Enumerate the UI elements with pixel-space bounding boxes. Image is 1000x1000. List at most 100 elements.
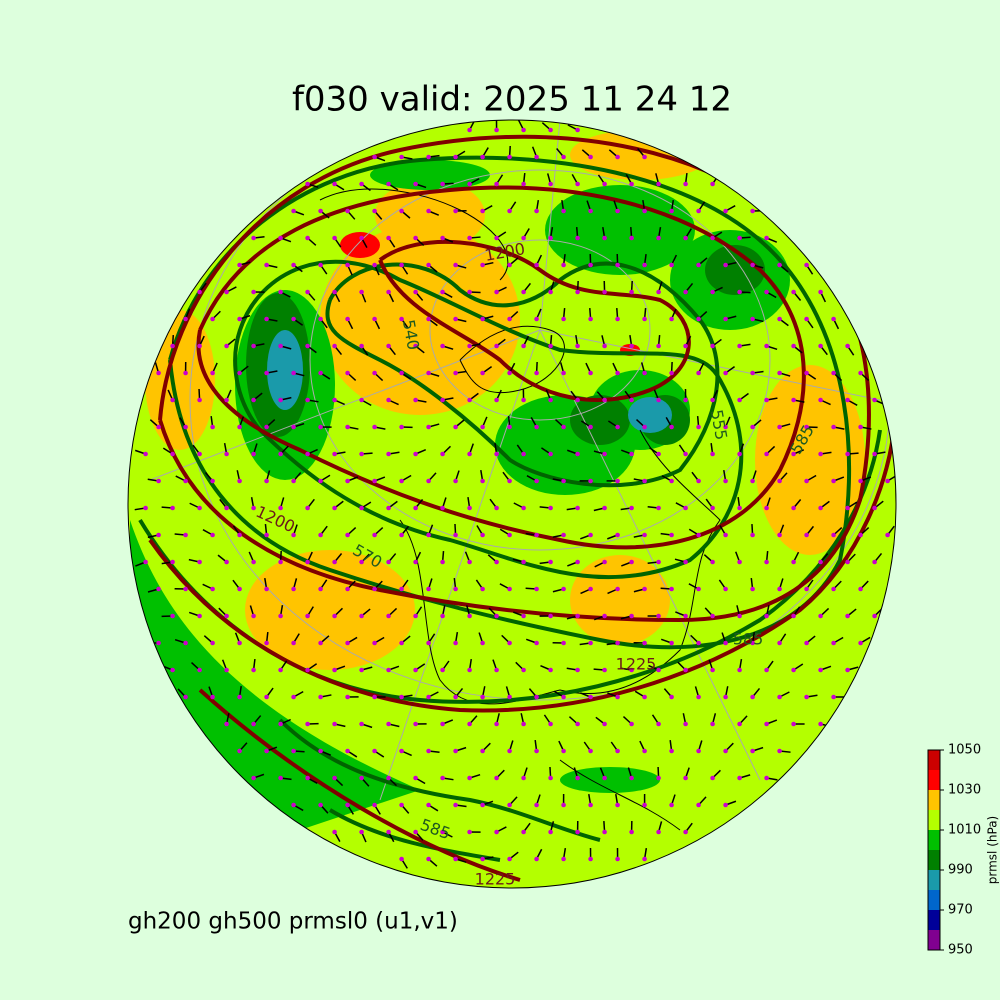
- colorbar-tick-label: 1010: [948, 823, 981, 838]
- wind-dot: [588, 802, 593, 808]
- wind-dot: [588, 208, 593, 214]
- wind-dot: [453, 802, 458, 808]
- wind-dot: [467, 667, 472, 673]
- wind-dot: [251, 235, 256, 241]
- wind-dot: [642, 586, 647, 592]
- wind-dot: [291, 208, 296, 214]
- wind-dot: [669, 208, 674, 214]
- wind-dot: [318, 316, 323, 322]
- wind-dot: [561, 748, 566, 754]
- wind-dot: [615, 370, 620, 376]
- wind-dot: [710, 775, 715, 781]
- wind-dot: [696, 748, 701, 754]
- wind-dot: [845, 397, 850, 403]
- wind-dot: [534, 748, 539, 754]
- wind-dot: [224, 343, 229, 349]
- wind-dot: [197, 613, 202, 619]
- wind-dot: [534, 694, 539, 700]
- wind-dot: [764, 667, 769, 673]
- wind-dot: [386, 397, 391, 403]
- wind-dot: [386, 559, 391, 565]
- wind-dot: [696, 262, 701, 268]
- wind-dot: [359, 397, 364, 403]
- wind-dot: [845, 451, 850, 457]
- wind-dot: [723, 316, 728, 322]
- wind-dot: [561, 856, 566, 862]
- wind-dot: [710, 451, 715, 457]
- wind-dot: [777, 478, 782, 484]
- wind-dot: [615, 424, 620, 430]
- wind-dot: [750, 478, 755, 484]
- wind-dot: [372, 154, 377, 160]
- wind-dot: [642, 370, 647, 376]
- wind-dot: [251, 289, 256, 295]
- wind-dot: [858, 640, 863, 646]
- pressure-fill: [320, 225, 520, 415]
- wind-dot: [588, 316, 593, 322]
- wind-dot: [318, 694, 323, 700]
- wind-dot: [602, 235, 607, 241]
- wind-dot: [575, 829, 580, 835]
- wind-dot: [534, 478, 539, 484]
- wind-dot: [332, 559, 337, 565]
- wind-dot: [629, 397, 634, 403]
- wind-dot: [588, 748, 593, 754]
- wind-dot: [642, 316, 647, 322]
- wind-dot: [615, 856, 620, 862]
- wind-dot: [615, 154, 620, 160]
- wind-dot: [858, 478, 863, 484]
- wind-dot: [183, 532, 188, 538]
- wind-dot: [683, 667, 688, 673]
- wind-dot: [588, 424, 593, 430]
- colorbar-tick-label: 950: [948, 943, 973, 958]
- wind-dot: [764, 451, 769, 457]
- wind-dot: [210, 586, 215, 592]
- wind-dot: [818, 613, 823, 619]
- wind-dot: [318, 208, 323, 214]
- wind-dot: [642, 532, 647, 538]
- wind-dot: [440, 667, 445, 673]
- wind-dot: [224, 721, 229, 727]
- pressure-fill: [628, 397, 672, 433]
- wind-dot: [413, 829, 418, 835]
- wind-dot: [480, 478, 485, 484]
- wind-dot: [750, 586, 755, 592]
- colorbar-bin: [928, 870, 940, 890]
- wind-dot: [426, 532, 431, 538]
- wind-dot: [318, 802, 323, 808]
- wind-dot: [615, 802, 620, 808]
- wind-dot: [291, 640, 296, 646]
- wind-dot: [656, 613, 661, 619]
- wind-dot: [359, 181, 364, 187]
- wind-dot: [561, 586, 566, 592]
- wind-dot: [237, 694, 242, 700]
- wind-dot: [453, 154, 458, 160]
- wind-dot: [372, 748, 377, 754]
- wind-dot: [278, 235, 283, 241]
- wind-dot: [723, 208, 728, 214]
- wind-dot: [305, 235, 310, 241]
- wind-dot: [237, 370, 242, 376]
- wind-dot: [305, 613, 310, 619]
- wind-dot: [359, 775, 364, 781]
- wind-dot: [291, 694, 296, 700]
- wind-dot: [656, 289, 661, 295]
- wind-dot: [440, 181, 445, 187]
- wind-dot: [467, 127, 472, 133]
- wind-field: [134, 120, 896, 869]
- wind-dot: [534, 640, 539, 646]
- wind-dot: [426, 748, 431, 754]
- wind-dot: [521, 127, 526, 133]
- wind-dot: [777, 262, 782, 268]
- wind-dot: [548, 829, 553, 835]
- wind-dot: [494, 127, 499, 133]
- wind-dot: [183, 316, 188, 322]
- wind-dot: [467, 289, 472, 295]
- wind-dot: [426, 694, 431, 700]
- wind-dot: [386, 775, 391, 781]
- wind-dot: [210, 694, 215, 700]
- wind-dot: [197, 289, 202, 295]
- pressure-fill: [267, 330, 303, 410]
- wind-dot: [278, 775, 283, 781]
- wind-dot: [872, 505, 877, 511]
